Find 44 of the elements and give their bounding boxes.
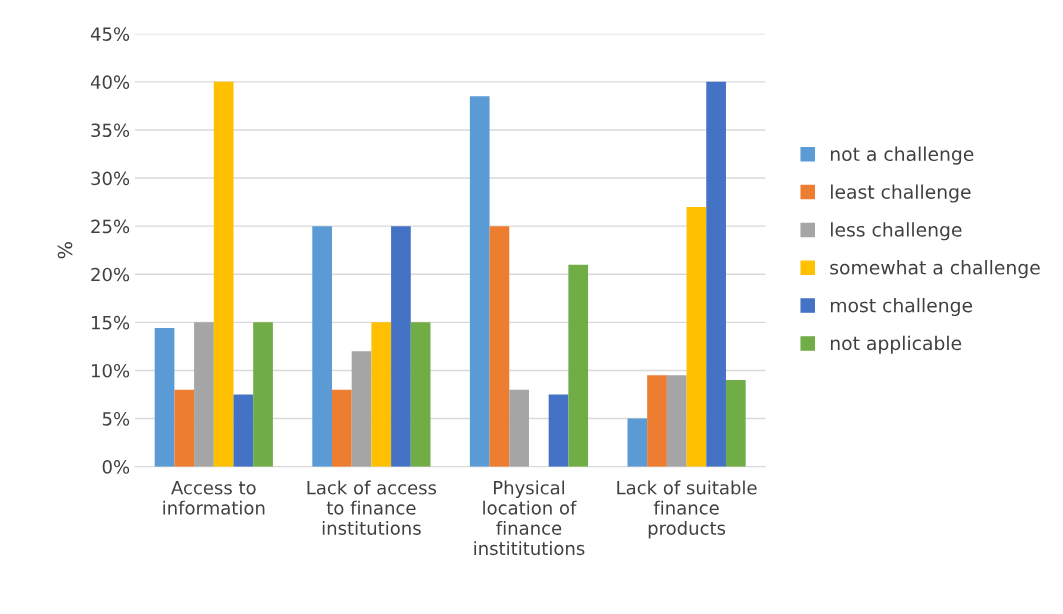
legend-label: most challenge bbox=[830, 297, 973, 317]
bar bbox=[312, 226, 332, 467]
y-tick-label: 35% bbox=[91, 123, 130, 138]
bar bbox=[253, 322, 273, 467]
y-axis-title: % bbox=[57, 242, 73, 259]
bar bbox=[351, 351, 372, 467]
legend-label: less challenge bbox=[831, 222, 962, 241]
y-tick-label: 10% bbox=[91, 363, 130, 378]
x-tick-label: Access to information bbox=[163, 481, 265, 515]
y-tick-label: 40% bbox=[90, 75, 130, 89]
bar bbox=[686, 206, 707, 467]
x-tick-label: Lack of access to finance institutions bbox=[307, 480, 437, 535]
x-tick-label: Physical location of finance instititutions bbox=[474, 480, 585, 556]
bar bbox=[174, 389, 195, 467]
y-tick-label: 30% bbox=[91, 171, 130, 186]
legend-label: not a challenge bbox=[830, 146, 974, 165]
y-tick-label: 45% bbox=[90, 27, 130, 41]
x-tick-label: Lack of suitable finance products bbox=[617, 480, 757, 539]
bar bbox=[568, 264, 589, 467]
bar bbox=[509, 389, 529, 467]
bar bbox=[331, 389, 352, 467]
bar bbox=[410, 322, 431, 467]
bar bbox=[725, 380, 746, 467]
bar bbox=[548, 394, 569, 467]
y-tick-label: 0% bbox=[102, 460, 130, 474]
bar bbox=[666, 375, 687, 467]
legend-label: least challenge bbox=[831, 184, 971, 203]
bar bbox=[647, 375, 667, 467]
bar bbox=[233, 394, 254, 467]
bar bbox=[469, 96, 490, 467]
bar bbox=[706, 81, 726, 467]
y-tick-label: 15% bbox=[91, 315, 130, 330]
bar bbox=[489, 226, 510, 467]
y-tick-label: 5% bbox=[102, 412, 130, 426]
bar bbox=[213, 81, 234, 467]
legend-label: somewhat a challenge bbox=[830, 260, 1040, 279]
legend-label: not applicable bbox=[830, 335, 962, 354]
bar bbox=[391, 226, 411, 467]
y-tick-label: 20% bbox=[91, 267, 130, 282]
bar bbox=[371, 322, 392, 467]
y-tick-label: 25% bbox=[91, 219, 130, 234]
bar bbox=[154, 328, 175, 467]
bar bbox=[627, 418, 648, 467]
bar bbox=[194, 322, 214, 467]
